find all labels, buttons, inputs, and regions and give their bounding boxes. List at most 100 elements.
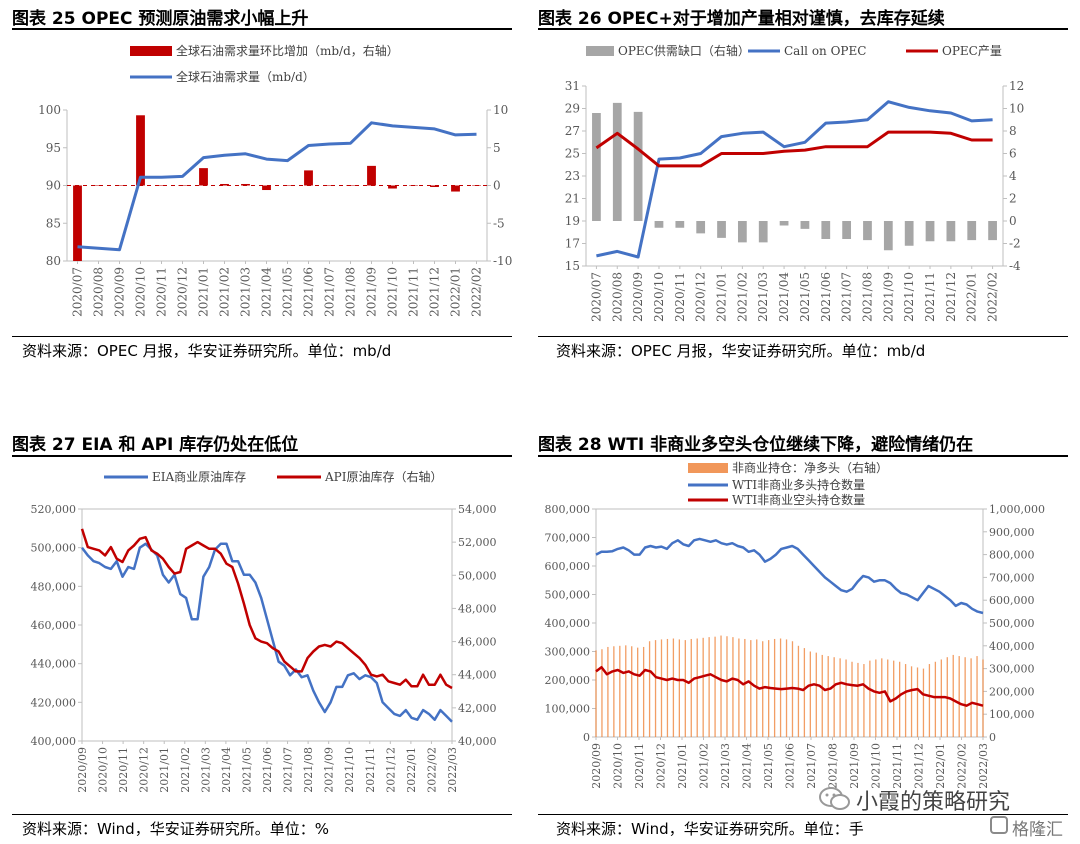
- left-axis-tick-label: 420,000: [31, 696, 77, 709]
- bar-mark: [613, 646, 615, 737]
- bar-mark: [607, 646, 609, 737]
- series-line-2: [80, 528, 453, 690]
- bar-mark: [883, 221, 893, 251]
- bar-mark: [779, 638, 782, 737]
- legend-label: WTI非商业空头持仓数量: [732, 492, 865, 507]
- x-axis-tick-label: 2021/02: [179, 747, 192, 793]
- bar-mark: [881, 658, 883, 737]
- x-axis-tick-label: 2020/12: [176, 267, 190, 317]
- bar-mark: [115, 185, 124, 186]
- x-axis-tick-label: 2021/06: [261, 747, 274, 793]
- legend-label: OPEC供需缺口（右轴）: [618, 43, 750, 58]
- bar-mark: [875, 659, 877, 737]
- bar-mark: [758, 221, 768, 243]
- chart-3: 400,000 420,000 440,000 460,000 480,000 500,0…: [31, 469, 497, 793]
- x-axis-tick-label: 2022/03: [977, 743, 990, 789]
- bar-mark: [857, 662, 859, 737]
- bar-mark: [283, 185, 292, 186]
- right-axis-tick-label: -4: [1009, 259, 1021, 273]
- gelonghui-logo-icon: [990, 816, 1008, 834]
- left-axis-tick-label: 21: [565, 192, 580, 206]
- bar-mark: [660, 639, 663, 737]
- x-axis-tick-label: 2021/05: [240, 747, 253, 793]
- right-axis-tick-label: 700,000: [989, 571, 1035, 584]
- x-axis-tick-label: 2021/10: [870, 743, 883, 789]
- x-axis-tick-label: 2021/08: [344, 267, 358, 317]
- bar-mark: [136, 115, 145, 186]
- bar-mark: [827, 656, 829, 737]
- legend-swatch: [688, 463, 728, 473]
- x-axis-tick-label: 2021/06: [302, 267, 316, 317]
- chart-4-title-rule: [538, 455, 1068, 457]
- left-axis-tick-label: 29: [565, 102, 580, 116]
- right-axis-tick-label: 200,000: [989, 685, 1035, 698]
- bar-mark: [592, 113, 601, 221]
- legend-swatch: [130, 46, 172, 56]
- x-axis-tick-label: 2021/04: [777, 272, 791, 322]
- x-axis-tick-label: 2020/11: [117, 747, 130, 793]
- x-axis-tick-label: 2021/07: [282, 747, 295, 793]
- bar-mark: [94, 185, 103, 186]
- x-axis-tick-label: 2022/01: [405, 747, 418, 793]
- x-axis-tick-label: 2021/07: [840, 272, 854, 322]
- right-axis-tick-label: 600,000: [989, 594, 1035, 607]
- bar-mark: [451, 185, 460, 192]
- left-axis-tick-label: 800,000: [545, 503, 591, 516]
- bar-mark: [708, 637, 710, 737]
- chart-3-title: 图表 27 EIA 和 API 库存仍处在低位: [12, 435, 299, 455]
- legend-label: 全球石油需求量（mb/d）: [176, 69, 315, 84]
- chart-2-title: 图表 26 OPEC+对于增加产量相对谨慎，去库存延续: [538, 9, 945, 29]
- bar-mark: [904, 664, 907, 737]
- x-axis-tick-label: 2021/09: [323, 747, 336, 793]
- bar-mark: [779, 221, 789, 226]
- legend-swatch: [586, 46, 614, 56]
- left-axis-tick-label: 600,000: [545, 560, 591, 573]
- bar-mark: [904, 221, 914, 246]
- x-axis-tick-label: 2021/05: [798, 272, 812, 322]
- bar-mark: [648, 641, 651, 737]
- left-axis-tick-label: 700,000: [545, 532, 591, 545]
- right-axis-tick-label: 48,000: [458, 602, 497, 615]
- bar-mark: [595, 650, 597, 737]
- bar-mark: [726, 636, 728, 737]
- x-axis-tick-label: 2021/04: [220, 747, 233, 793]
- x-axis-tick-label: 2021/12: [913, 743, 926, 789]
- plot-frame: [595, 508, 984, 738]
- x-axis-tick-label: 2020/10: [652, 272, 666, 322]
- right-axis-tick-label: 10: [493, 103, 508, 117]
- left-axis-tick-label: 480,000: [31, 580, 77, 593]
- right-axis-tick-label: -2: [1009, 237, 1021, 251]
- legend-label: EIA商业原油库存: [152, 469, 246, 484]
- right-axis-tick-label: 50,000: [458, 569, 497, 582]
- left-axis-tick-label: 500,000: [545, 589, 591, 602]
- x-axis-tick-label: 2021/11: [891, 743, 904, 789]
- legend-label: WTI非商业多头持仓数量: [732, 477, 865, 492]
- series-line-3: [595, 665, 984, 707]
- right-axis-tick-label: 10: [1009, 102, 1024, 116]
- bar-mark: [934, 661, 937, 737]
- legend-label: OPEC产量: [942, 44, 1002, 58]
- x-axis-tick-label: 2020/11: [155, 267, 169, 317]
- bar-mark: [898, 661, 901, 737]
- bar-mark: [737, 221, 747, 243]
- bar-mark: [922, 668, 925, 737]
- bar-mark: [388, 185, 397, 189]
- x-axis-tick-label: 2022/01: [965, 272, 979, 322]
- x-axis-tick-label: 2021/03: [756, 272, 770, 322]
- left-axis-tick-label: 0: [583, 731, 590, 744]
- right-axis-tick-label: 42,000: [458, 702, 497, 715]
- right-axis-tick-label: -10: [493, 254, 512, 268]
- bar-mark: [839, 658, 841, 737]
- left-axis-tick-label: 17: [565, 237, 580, 251]
- x-axis-tick-label: 2020/08: [92, 267, 106, 317]
- x-axis-tick-label: 2021/01: [715, 272, 729, 322]
- bar-mark: [304, 170, 313, 186]
- bar-mark: [631, 646, 633, 737]
- left-axis-tick-label: 440,000: [31, 658, 77, 671]
- x-axis-tick-label: 2021/10: [386, 267, 400, 317]
- x-axis-tick-label: 2021/01: [158, 747, 171, 793]
- bar-mark: [241, 183, 250, 186]
- bar-mark: [675, 221, 685, 228]
- right-axis-tick-label: -5: [493, 216, 505, 230]
- bar-mark: [346, 185, 355, 186]
